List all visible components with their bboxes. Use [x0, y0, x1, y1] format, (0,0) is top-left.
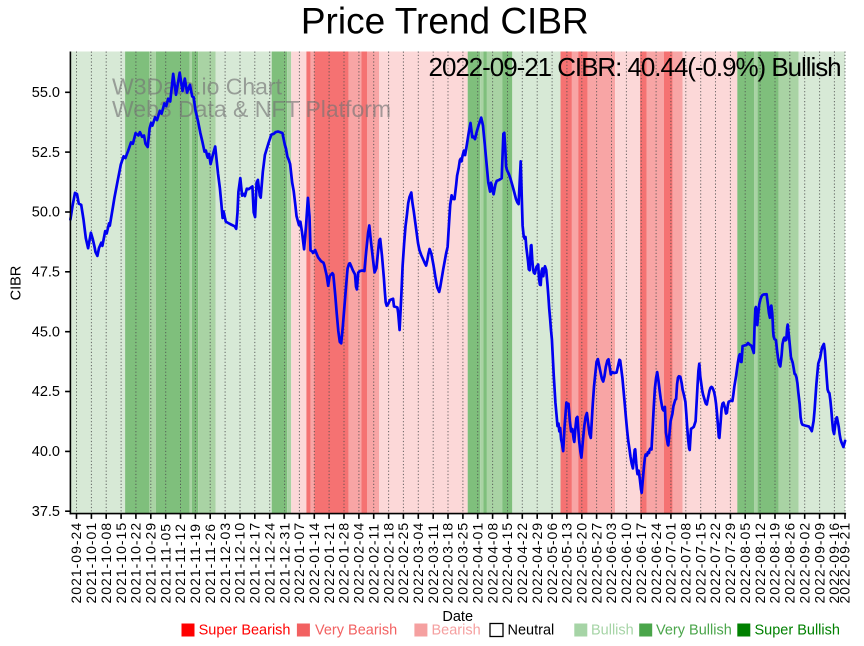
svg-text:2022-09-21 CIBR: 40.44(-0.9%): 2022-09-21 CIBR: 40.44(-0.9%) Bullish	[429, 52, 841, 82]
svg-text:Super Bearish: Super Bearish	[199, 623, 291, 639]
svg-text:2022-02-18: 2022-02-18	[380, 522, 396, 604]
svg-text:2022-06-24: 2022-06-24	[648, 522, 664, 604]
svg-text:2022-01-07: 2022-01-07	[291, 522, 307, 604]
svg-text:Bullish: Bullish	[591, 623, 634, 639]
svg-text:W3Data.io Chart: W3Data.io Chart	[112, 74, 283, 100]
svg-text:2022-01-28: 2022-01-28	[336, 522, 352, 604]
svg-text:Super Bullish: Super Bullish	[755, 623, 840, 639]
svg-text:2022-08-19: 2022-08-19	[767, 522, 783, 604]
svg-text:2022-09-02: 2022-09-02	[796, 522, 812, 604]
svg-text:45.0: 45.0	[32, 324, 60, 340]
svg-text:2021-10-22: 2021-10-22	[128, 522, 144, 604]
svg-text:Very Bearish: Very Bearish	[315, 623, 397, 639]
svg-text:2022-07-01: 2022-07-01	[663, 522, 679, 604]
svg-text:2021-12-31: 2021-12-31	[276, 522, 292, 604]
svg-text:42.5: 42.5	[32, 384, 60, 400]
svg-text:2022-06-03: 2022-06-03	[603, 522, 619, 604]
svg-text:2021-11-05: 2021-11-05	[157, 523, 173, 604]
svg-text:2022-09-21: 2022-09-21	[837, 522, 853, 604]
svg-text:2022-01-21: 2022-01-21	[321, 522, 337, 604]
svg-text:2021-10-15: 2021-10-15	[113, 522, 129, 604]
svg-text:2022-02-11: 2022-02-11	[365, 523, 381, 604]
svg-text:2022-07-08: 2022-07-08	[678, 522, 694, 604]
svg-text:2022-07-22: 2022-07-22	[707, 522, 723, 604]
svg-text:2022-08-12: 2022-08-12	[752, 522, 768, 604]
svg-text:2022-03-04: 2022-03-04	[410, 522, 426, 604]
svg-text:2021-12-24: 2021-12-24	[261, 522, 277, 604]
svg-text:2021-11-19: 2021-11-19	[187, 523, 203, 604]
svg-text:2022-02-25: 2022-02-25	[395, 522, 411, 604]
svg-text:2022-09-16: 2022-09-16	[826, 522, 842, 604]
svg-text:Price Trend CIBR: Price Trend CIBR	[301, 1, 589, 42]
svg-text:Date: Date	[442, 609, 473, 625]
svg-text:Bearish: Bearish	[432, 623, 481, 639]
svg-text:2022-03-25: 2022-03-25	[455, 522, 471, 604]
svg-text:2022-09-09: 2022-09-09	[811, 522, 827, 604]
svg-text:2021-10-29: 2021-10-29	[143, 522, 159, 604]
svg-text:55.0: 55.0	[32, 85, 60, 101]
svg-text:2022-04-08: 2022-04-08	[484, 522, 500, 604]
svg-text:2022-05-27: 2022-05-27	[588, 522, 604, 604]
svg-text:2022-05-20: 2022-05-20	[574, 522, 590, 604]
svg-text:Neutral: Neutral	[508, 623, 555, 639]
svg-text:2022-08-05: 2022-08-05	[737, 522, 753, 604]
svg-text:2021-11-26: 2021-11-26	[202, 523, 218, 604]
svg-text:2022-01-14: 2022-01-14	[306, 522, 322, 604]
svg-text:2022-04-01: 2022-04-01	[469, 522, 485, 604]
svg-text:52.5: 52.5	[32, 145, 60, 161]
svg-text:CIBR: CIBR	[9, 266, 25, 301]
svg-text:2022-02-04: 2022-02-04	[351, 522, 367, 604]
svg-text:37.5: 37.5	[32, 504, 60, 520]
svg-text:2022-05-13: 2022-05-13	[559, 522, 575, 604]
svg-text:2022-03-18: 2022-03-18	[440, 522, 456, 604]
svg-text:2022-04-15: 2022-04-15	[499, 522, 515, 604]
svg-text:Very Bullish: Very Bullish	[656, 623, 732, 639]
svg-text:2022-03-11: 2022-03-11	[425, 523, 441, 604]
svg-text:2022-04-22: 2022-04-22	[514, 522, 530, 604]
svg-text:40.0: 40.0	[32, 444, 60, 460]
svg-text:2022-05-06: 2022-05-06	[544, 522, 560, 604]
svg-text:2022-07-15: 2022-07-15	[692, 522, 708, 604]
svg-text:2022-04-29: 2022-04-29	[529, 522, 545, 604]
svg-text:2021-12-03: 2021-12-03	[217, 522, 233, 604]
svg-text:2022-06-10: 2022-06-10	[618, 522, 634, 604]
svg-text:47.5: 47.5	[32, 265, 60, 281]
svg-text:2021-09-24: 2021-09-24	[68, 522, 84, 604]
svg-text:2022-07-29: 2022-07-29	[722, 522, 738, 604]
svg-text:2022-06-17: 2022-06-17	[633, 522, 649, 604]
svg-text:2021-11-12: 2021-11-12	[172, 523, 188, 604]
svg-text:2022-08-26: 2022-08-26	[782, 522, 798, 604]
svg-text:2021-10-08: 2021-10-08	[98, 522, 114, 604]
svg-text:50.0: 50.0	[32, 205, 60, 221]
svg-text:2021-12-17: 2021-12-17	[247, 522, 263, 604]
svg-text:2021-10-01: 2021-10-01	[83, 522, 99, 604]
svg-text:2021-12-10: 2021-12-10	[232, 522, 248, 604]
